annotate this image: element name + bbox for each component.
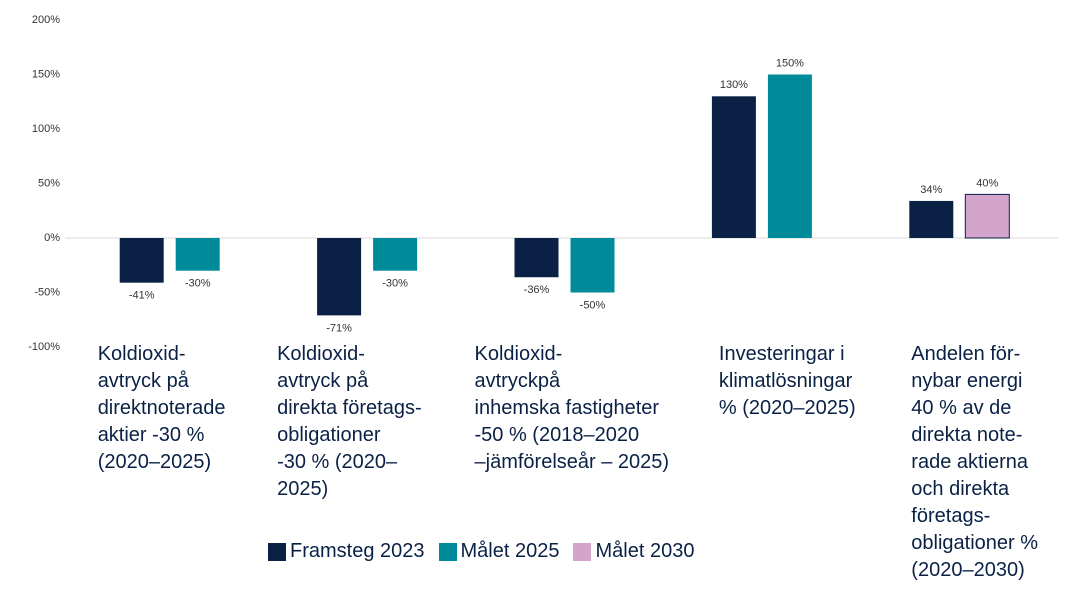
legend-label: Målet 2030	[595, 540, 695, 562]
y-tick-label: 100%	[32, 123, 60, 135]
bar	[175, 238, 220, 271]
bar	[570, 238, 615, 293]
bar	[964, 193, 1010, 239]
bar	[909, 200, 954, 238]
legend-item: Målet 2030	[573, 540, 694, 563]
value-label: 130%	[720, 79, 748, 91]
y-tick-label: -50%	[34, 286, 60, 298]
x-tick-label: Koldioxid- avtryck på direkta företags- …	[277, 343, 422, 500]
legend-label: Målet 2025	[460, 540, 560, 562]
bar	[373, 238, 418, 271]
value-label: -50%	[580, 299, 606, 311]
value-label: 34%	[920, 184, 942, 196]
bar	[767, 74, 812, 238]
legend-swatch	[268, 542, 286, 561]
value-label: -41%	[129, 290, 155, 302]
y-tick-label: 0%	[44, 232, 60, 244]
x-tick-label: Investeringar i klimatlösningar % (2020–…	[718, 343, 856, 419]
bar	[119, 238, 164, 283]
y-tick-label: 50%	[38, 177, 60, 189]
legend-label: Framsteg 2023	[290, 540, 425, 562]
legend-swatch	[438, 542, 457, 561]
legend-item: Framsteg 2023	[268, 540, 425, 563]
value-label: -30%	[382, 278, 408, 290]
value-label: 150%	[776, 57, 804, 69]
x-tick-label: Koldioxid- avtryckpå inhemska fastighete…	[474, 343, 670, 473]
bar	[711, 96, 756, 238]
value-label: 40%	[976, 177, 998, 189]
value-label: -36%	[524, 284, 550, 296]
bar	[317, 238, 362, 316]
y-tick-label: -100%	[28, 341, 60, 353]
value-label: -71%	[326, 322, 352, 334]
value-label: -30%	[185, 278, 211, 290]
x-tick-label: Koldioxid- avtryck på direktnoterade akt…	[97, 343, 226, 473]
y-tick-label: 150%	[32, 68, 60, 80]
legend: Framsteg 2023 Målet 2025 Målet 2030	[268, 540, 694, 563]
legend-item: Målet 2025	[438, 540, 560, 563]
y-tick-label: 200%	[32, 14, 60, 26]
x-tick-label: Andelen för- nybar energi 40 % av de dir…	[911, 343, 1039, 581]
legend-swatch	[573, 542, 592, 561]
bar	[514, 238, 559, 278]
